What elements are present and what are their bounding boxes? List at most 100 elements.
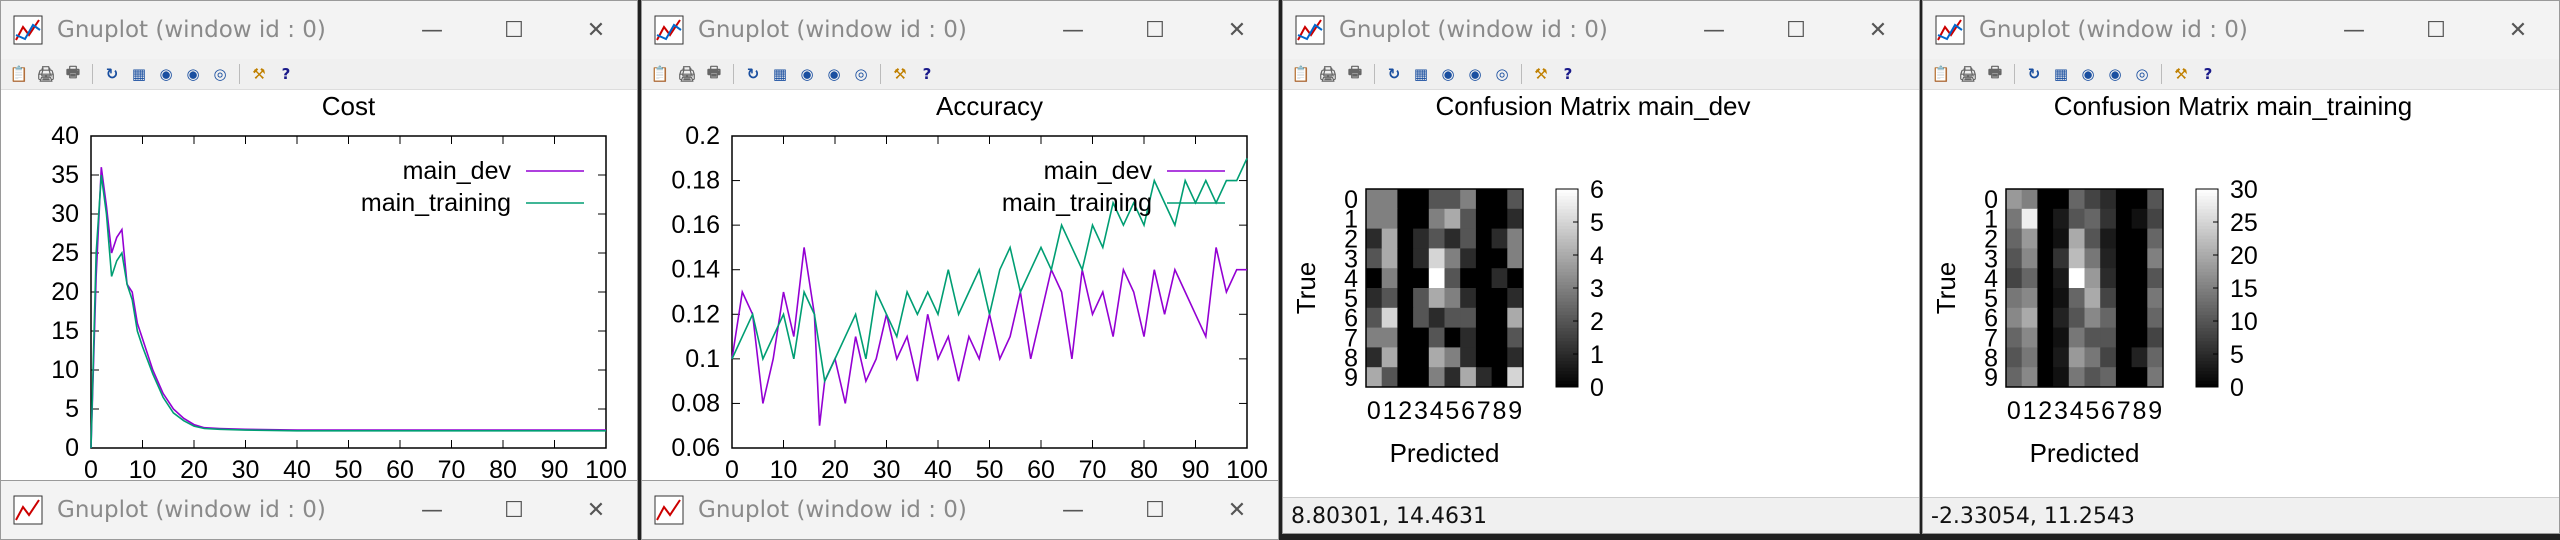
gnuplot-window-background-2[interactable]: Gnuplot (window id : 0) — ☐ ✕ (641, 480, 1279, 540)
heatmap-cell (2084, 327, 2101, 348)
colorbar-segment (1556, 222, 1578, 226)
gnuplot-window-confusion-training[interactable]: Gnuplot (window id : 0) — ☐ ✕ 📋 🖨 🖶 ↻ ▦ ◉ ◉ ◎ ⚒?… (1922, 0, 2560, 534)
gnuplot-window-cost[interactable]: Gnuplot (window id : 0) — ☐ ✕ 📋 🖨 🖶 ↻ ▦ ◉ ◉ ◎ ⚒?… (0, 0, 638, 534)
plot-area[interactable]: Confusion Matrix main_dev 0 1 2 3 4 5 6 7 8 9 0 1 2 3 4… (1283, 90, 1919, 490)
gnuplot-window-accuracy[interactable]: Gnuplot (window id : 0) — ☐ ✕ 📋 🖨 🖶 ↻ ▦ ◉ ◉ ◎ ⚒?… (641, 0, 1279, 534)
plot-area[interactable]: Accuracy 0 10 20 30 40 50 60 70 80 90 100 0.06 0.08 0.… (642, 90, 1278, 490)
heatmap-cell (1444, 347, 1461, 368)
colorbar-segment (2196, 291, 2218, 296)
options-icon[interactable]: ⚒ (2174, 65, 2188, 83)
plot-area[interactable]: Confusion Matrix main_training 0 1 2 3 4 5 6 7 8 9… (1923, 90, 2559, 490)
minimize-button[interactable]: — (1062, 17, 1084, 43)
maximize-button[interactable]: ☐ (1145, 497, 1165, 523)
grid-icon[interactable]: ▦ (772, 65, 788, 83)
options-icon[interactable]: ⚒ (252, 65, 266, 83)
zoom-prev-icon[interactable]: ◉ (2081, 65, 2095, 83)
title-bar[interactable]: Gnuplot (window id : 0) — ☐ ✕ (1, 1, 637, 59)
close-button[interactable]: ✕ (586, 497, 606, 523)
zoom-prev-icon[interactable]: ◉ (1441, 65, 1455, 83)
title-bar[interactable]: Gnuplot (window id : 0) — ☐ ✕ (642, 1, 1278, 59)
heatmap-cell (2021, 288, 2038, 309)
grid-icon[interactable]: ▦ (131, 65, 147, 83)
options-icon[interactable]: ⚒ (893, 65, 907, 83)
autoscale-icon[interactable]: ◎ (854, 65, 868, 83)
x-tick-label: 9 (2148, 397, 2162, 425)
colorbar-segment (2196, 307, 2218, 312)
heatmap-cell (1460, 367, 1477, 388)
minimize-button[interactable]: — (1062, 497, 1084, 523)
colorbar-segment (2196, 334, 2218, 338)
minimize-button[interactable]: — (1703, 17, 1725, 43)
zoom-next-icon[interactable]: ◉ (1468, 65, 1482, 83)
print-preview-icon[interactable]: 🖨 (1318, 65, 1338, 83)
title-bar[interactable]: Gnuplot (window id : 0) — ☐ ✕ (1283, 1, 1919, 59)
colorbar-segment (1556, 373, 1578, 378)
zoom-next-icon[interactable]: ◉ (186, 65, 200, 83)
print-icon[interactable]: 🖶 (65, 62, 81, 81)
help-icon[interactable]: ? (281, 65, 291, 83)
help-icon[interactable]: ? (922, 65, 932, 83)
minimize-button[interactable]: — (421, 497, 443, 523)
heatmap-cell (2068, 367, 2085, 388)
copy-icon[interactable]: 📋 (1931, 65, 1951, 83)
close-button[interactable]: ✕ (2508, 17, 2528, 43)
maximize-button[interactable]: ☐ (1145, 17, 1165, 43)
replot-icon[interactable]: ↻ (1387, 65, 1401, 83)
colorbar-segment (1556, 307, 1578, 312)
minimize-button[interactable]: — (2343, 17, 2365, 43)
zoom-prev-icon[interactable]: ◉ (800, 65, 814, 83)
grid-icon[interactable]: ▦ (2053, 65, 2069, 83)
copy-icon[interactable]: 📋 (9, 65, 29, 83)
replot-icon[interactable]: ↻ (2027, 65, 2041, 83)
zoom-next-icon[interactable]: ◉ (2108, 65, 2122, 83)
x-tick-label: 20 (180, 456, 208, 484)
help-icon[interactable]: ? (1563, 65, 1573, 83)
heatmap-cell (1491, 307, 1508, 329)
colorbar-segment (1556, 231, 1578, 236)
heatmap-cell (1507, 288, 1524, 309)
print-preview-icon[interactable]: 🖨 (36, 65, 56, 83)
heatmap-cell (1475, 288, 1493, 309)
close-button[interactable]: ✕ (1227, 497, 1247, 523)
colorbar-segment (2196, 212, 2218, 216)
heatmap-cell (1381, 248, 1398, 269)
help-icon[interactable]: ? (2203, 65, 2213, 83)
plot-area[interactable]: Cost 0 10 20 30 40 50 60 70 80 90 100 0 5 10 15 20 25 30 35… (1, 90, 637, 490)
maximize-button[interactable]: ☐ (504, 17, 524, 43)
print-icon[interactable]: 🖶 (1987, 62, 2003, 81)
copy-icon[interactable]: 📋 (1291, 65, 1311, 83)
zoom-prev-icon[interactable]: ◉ (159, 65, 173, 83)
heatmap-cell (1397, 248, 1414, 269)
print-icon[interactable]: 🖶 (706, 62, 722, 81)
grid-icon[interactable]: ▦ (1413, 65, 1429, 83)
gnuplot-window-background-1[interactable]: Gnuplot (window id : 0) — ☐ ✕ (0, 480, 638, 540)
replot-icon[interactable]: ↻ (746, 65, 760, 83)
close-button[interactable]: ✕ (1227, 17, 1247, 43)
minimize-button[interactable]: — (421, 17, 443, 43)
maximize-button[interactable]: ☐ (2426, 17, 2446, 43)
close-button[interactable]: ✕ (586, 17, 606, 43)
title-bar[interactable]: Gnuplot (window id : 0) — ☐ ✕ (1923, 1, 2559, 59)
colorbar-segment (1556, 288, 1578, 292)
zoom-next-icon[interactable]: ◉ (827, 65, 841, 83)
y-tick-label: 5 (1344, 285, 1358, 313)
colorbar-segment (1556, 383, 1578, 388)
print-icon[interactable]: 🖶 (1347, 62, 1363, 81)
options-icon[interactable]: ⚒ (1534, 65, 1548, 83)
autoscale-icon[interactable]: ◎ (2135, 65, 2149, 83)
y-tick-label: 0.12 (671, 300, 720, 328)
colorbar-segment (2196, 311, 2218, 315)
heatmap-cell (1507, 347, 1524, 368)
autoscale-icon[interactable]: ◎ (213, 65, 227, 83)
gnuplot-window-confusion-dev[interactable]: Gnuplot (window id : 0) — ☐ ✕ 📋 🖨 🖶 ↻ ▦ ◉ ◉ ◎ ⚒?… (1282, 0, 1920, 534)
print-preview-icon[interactable]: 🖨 (1958, 65, 1978, 83)
autoscale-icon[interactable]: ◎ (1495, 65, 1509, 83)
maximize-button[interactable]: ☐ (504, 497, 524, 523)
replot-icon[interactable]: ↻ (105, 65, 119, 83)
colorbar-segment (1556, 261, 1578, 266)
copy-icon[interactable]: 📋 (650, 65, 670, 83)
print-preview-icon[interactable]: 🖨 (677, 65, 697, 83)
maximize-button[interactable]: ☐ (1786, 17, 1806, 43)
close-button[interactable]: ✕ (1868, 17, 1888, 43)
y-tick-label: 0.1 (685, 345, 720, 373)
